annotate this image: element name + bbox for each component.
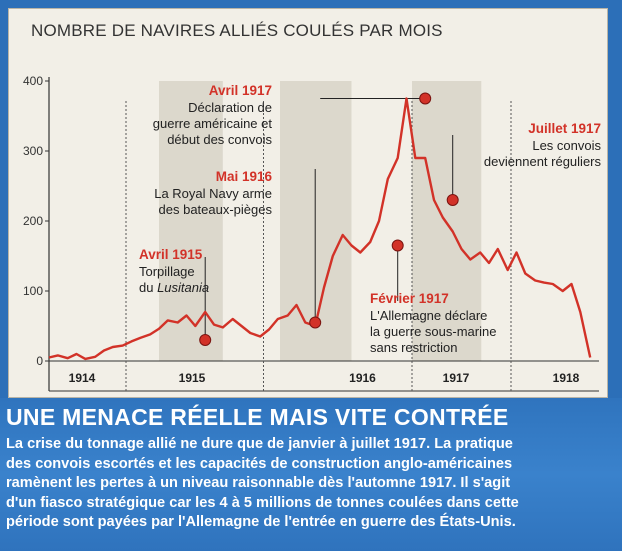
body-line: La crise du tonnage allié ne dure que de… [6, 436, 513, 452]
annotation-marker [199, 334, 212, 346]
annotation-text: La Royal Navy arme [154, 186, 272, 201]
annotation-text: Déclaration de [188, 100, 272, 115]
line-chart: 0 100 200 300 400 1914 1915 1916 1917 1918 Avril 1… [23, 74, 602, 392]
body-line: période sont payées par l'Allemagne de l… [6, 514, 516, 530]
year-label: 1918 [553, 371, 580, 385]
annotation-marker [309, 316, 322, 329]
shaded-period [159, 81, 223, 361]
y-tick-label: 400 [23, 74, 43, 88]
annotation-marker [446, 194, 459, 206]
y-tick-label: 100 [23, 284, 43, 298]
annotation-text: deviennent réguliers [484, 154, 602, 169]
annotation-title: Avril 1917 [209, 83, 272, 98]
y-tick-label: 200 [23, 214, 43, 228]
annotation-title: Avril 1915 [139, 247, 203, 262]
body-line: ramènent les pertes à un niveau raisonna… [6, 475, 511, 491]
annotation-text: L'Allemagne déclare [370, 308, 487, 323]
year-label: 1914 [69, 371, 96, 385]
annotation-text: guerre américaine et [153, 116, 273, 131]
annotation-text: début des convois [167, 132, 272, 147]
year-label: 1917 [443, 371, 470, 385]
annotation-text: la guerre sous-marine [370, 324, 496, 339]
shaded-period [280, 81, 352, 361]
annotation-marker [419, 92, 432, 105]
body-text: La crise du tonnage allié ne dure que de… [6, 435, 616, 533]
annotation-text: sans restriction [370, 340, 457, 355]
annotation-text: des bateaux-pièges [159, 202, 273, 217]
annotation-title: Juillet 1917 [528, 121, 601, 136]
footer: UNE MENACE RÉELLE MAIS VITE CONTRÉE La c… [0, 398, 622, 551]
annotation-text: Les convois [532, 138, 601, 153]
chart-title: NOMBRE DE NAVIRES ALLIÉS COULÉS PAR MOIS [31, 21, 443, 40]
annotation-title: Mai 1916 [216, 169, 273, 184]
series-line [48, 97, 592, 361]
year-label: 1915 [179, 371, 206, 385]
annotation-marker [391, 239, 404, 252]
annotation-italic: Lusitania [157, 280, 209, 295]
headline: UNE MENACE RÉELLE MAIS VITE CONTRÉE [6, 404, 509, 430]
y-tick-label: 300 [23, 144, 43, 158]
annotation-text: du Lusitania [139, 280, 209, 295]
annotation-title: Février 1917 [370, 291, 449, 306]
y-tick-label: 0 [36, 354, 43, 368]
year-label: 1916 [349, 371, 376, 385]
body-line: des convois escortés et les capacités de… [6, 455, 513, 472]
chart-panel: NOMBRE DE NAVIRES ALLIÉS COULÉS PAR MOIS… [8, 8, 608, 398]
annotation-text: Torpillage [139, 264, 195, 279]
body-line: d'un fiasco stratégique car les 4 à 5 mi… [6, 494, 519, 511]
